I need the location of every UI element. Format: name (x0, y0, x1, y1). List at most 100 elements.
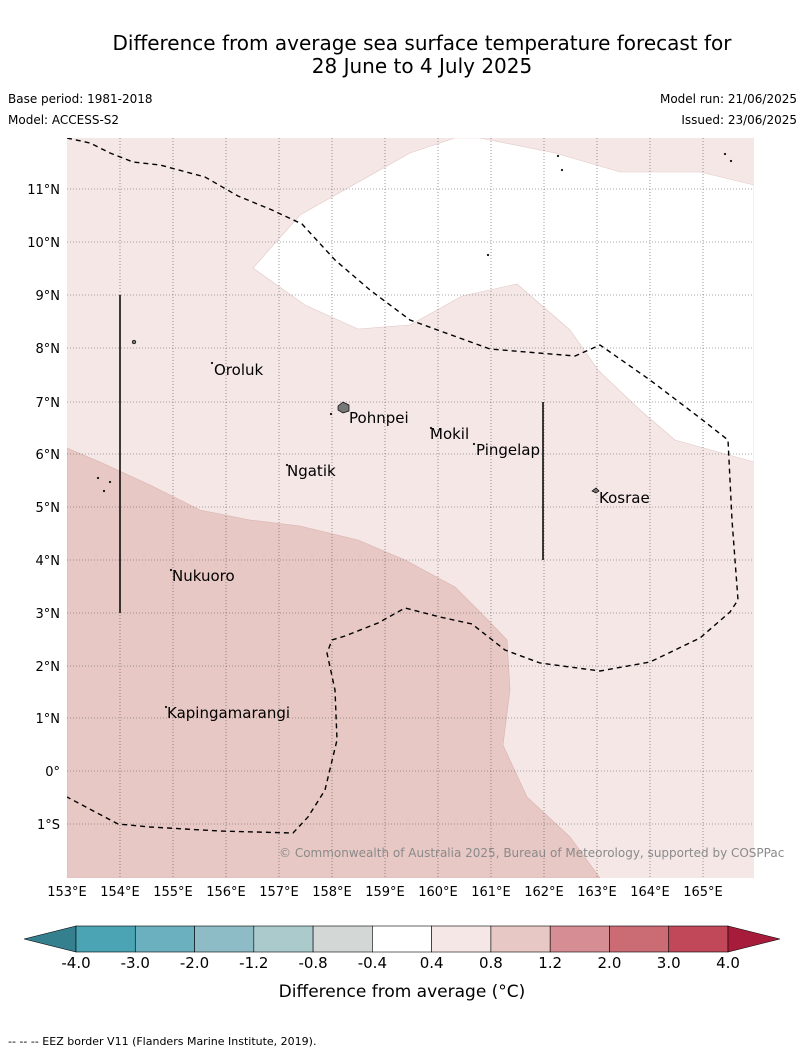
lat-label: 0° (45, 765, 60, 780)
lat-label: 4°N (36, 554, 61, 569)
lon-label: 158°E (312, 885, 352, 900)
colorbar-segment (194, 925, 255, 953)
longitude-labels: 153°E 154°E 155°E 156°E 157°E 158°E 159°… (47, 885, 723, 900)
islet (729, 159, 733, 163)
lon-label: 157°E (259, 885, 299, 900)
islands (96, 152, 733, 709)
islet (108, 480, 112, 484)
place-label-kapingamarangi: Kapingamarangi (167, 704, 290, 722)
place-label-pingelap: Pingelap (476, 441, 540, 459)
pohnpei-island (337, 401, 350, 414)
place-labels: Oroluk Pohnpei Mokil Pingelap Ngatik Kos… (167, 361, 650, 722)
pingelap-islet (472, 442, 476, 446)
colorbar-tick-label: -4.0 (61, 954, 90, 972)
colorbar-segment (372, 925, 432, 953)
kosrae-island (591, 487, 600, 494)
islet (556, 154, 560, 158)
place-label-ngatik: Ngatik (287, 462, 336, 480)
lon-label: 155°E (153, 885, 193, 900)
colorbar-segment (668, 925, 729, 953)
lon-label: 164°E (630, 885, 670, 900)
colorbar-label: Difference from average (°C) (279, 982, 526, 1002)
issued-date: Issued: 23/06/2025 (681, 113, 797, 127)
map-panel (67, 138, 754, 878)
colorbar-tick-label: -1.2 (239, 954, 268, 972)
kapingamarangi-islet (164, 705, 168, 709)
place-label-nukuoro: Nukuoro (172, 567, 235, 585)
islet (131, 339, 137, 345)
anomaly-0.8-1.2-region (67, 447, 601, 878)
colorbar-ticks: -4.0 -3.0 -2.0 -1.2 -0.8 -0.4 0.4 0.8 1.2 2.0 3.0 4… (61, 954, 740, 972)
colorbar-tick-label: 0.8 (479, 954, 503, 972)
lat-label: 10°N (27, 236, 60, 251)
oroluk-islet (210, 361, 214, 365)
lon-label: 160°E (418, 885, 458, 900)
colorbar-tick-label: 4.0 (716, 954, 740, 972)
ngatik-islet (285, 463, 289, 467)
islet (96, 476, 100, 480)
lat-label: 1°N (36, 712, 61, 727)
colorbar-tick-label: -0.4 (358, 954, 387, 972)
lon-label: 161°E (471, 885, 511, 900)
lat-label: 5°N (36, 501, 61, 516)
colorbar-segment (312, 925, 373, 953)
copyright-notice: © Commonwealth of Australia 2025, Bureau… (279, 846, 784, 860)
colorbar-tick-label: 1.2 (538, 954, 562, 972)
lat-label: 11°N (27, 183, 60, 198)
colorbar-tick-label: 3.0 (657, 954, 681, 972)
colorbar-segments (75, 925, 729, 953)
lon-label: 162°E (524, 885, 564, 900)
colorbar-over-triangle (727, 925, 781, 953)
mokil-islet (429, 426, 433, 430)
base-period: Base period: 1981-2018 (8, 92, 153, 106)
map-title: Difference from average sea surface temp… (40, 32, 804, 78)
lat-label: 1°S (37, 818, 60, 833)
place-label-kosrae: Kosrae (599, 489, 650, 507)
colorbar-tick-label: 0.4 (420, 954, 444, 972)
colorbar-segment (253, 925, 314, 953)
colorbar-segment (549, 925, 610, 953)
lat-label: 2°N (36, 660, 61, 675)
colorbar-segment (134, 925, 195, 953)
colorbar-tick-label: -2.0 (180, 954, 209, 972)
eez-border (67, 138, 739, 834)
lon-label: 153°E (47, 885, 87, 900)
colorbar: -4.0 -3.0 -2.0 -1.2 -0.8 -0.4 0.4 0.8 1.2 2.0 3.0 4… (23, 925, 781, 1002)
lon-label: 163°E (577, 885, 617, 900)
colorbar-tick-label: -0.8 (298, 954, 327, 972)
lat-label: 6°N (36, 448, 61, 463)
colorbar-segment (609, 925, 670, 953)
place-label-pohnpei: Pohnpei (349, 409, 409, 427)
lat-label: 7°N (36, 396, 61, 411)
lat-label: 8°N (36, 342, 61, 357)
lon-label: 156°E (206, 885, 246, 900)
colorbar-segment (431, 925, 492, 953)
nukuoro-islet (169, 568, 173, 572)
colorbar-under-triangle (23, 925, 77, 953)
near-average-region (252, 138, 754, 463)
colorbar-tick-label: -3.0 (121, 954, 150, 972)
latitude-labels: 11°N 10°N 9°N 8°N 7°N 6°N 5°N 4°N 3°N 2°… (27, 183, 60, 833)
islet (560, 168, 564, 172)
place-label-oroluk: Oroluk (214, 361, 263, 379)
graticule (67, 138, 754, 878)
islet (102, 489, 106, 493)
lon-label: 159°E (365, 885, 405, 900)
islet (486, 253, 490, 257)
islet (723, 152, 727, 156)
lat-label: 3°N (36, 607, 61, 622)
islet (329, 412, 333, 416)
eez-footnote: -- -- -- EEZ border V11 (Flanders Marine… (8, 1035, 317, 1048)
colorbar-segment (75, 925, 136, 953)
title-line-1: Difference from average sea surface temp… (112, 31, 732, 55)
model-name: Model: ACCESS-S2 (8, 113, 120, 127)
title-line-2: 28 June to 4 July 2025 (311, 54, 533, 78)
model-run: Model run: 21/06/2025 (659, 92, 797, 106)
colorbar-tick-label: 2.0 (598, 954, 622, 972)
colorbar-segment (490, 925, 551, 953)
lon-label: 165°E (683, 885, 723, 900)
lat-label: 9°N (36, 289, 61, 304)
place-label-mokil: Mokil (430, 425, 469, 443)
lon-label: 154°E (100, 885, 140, 900)
